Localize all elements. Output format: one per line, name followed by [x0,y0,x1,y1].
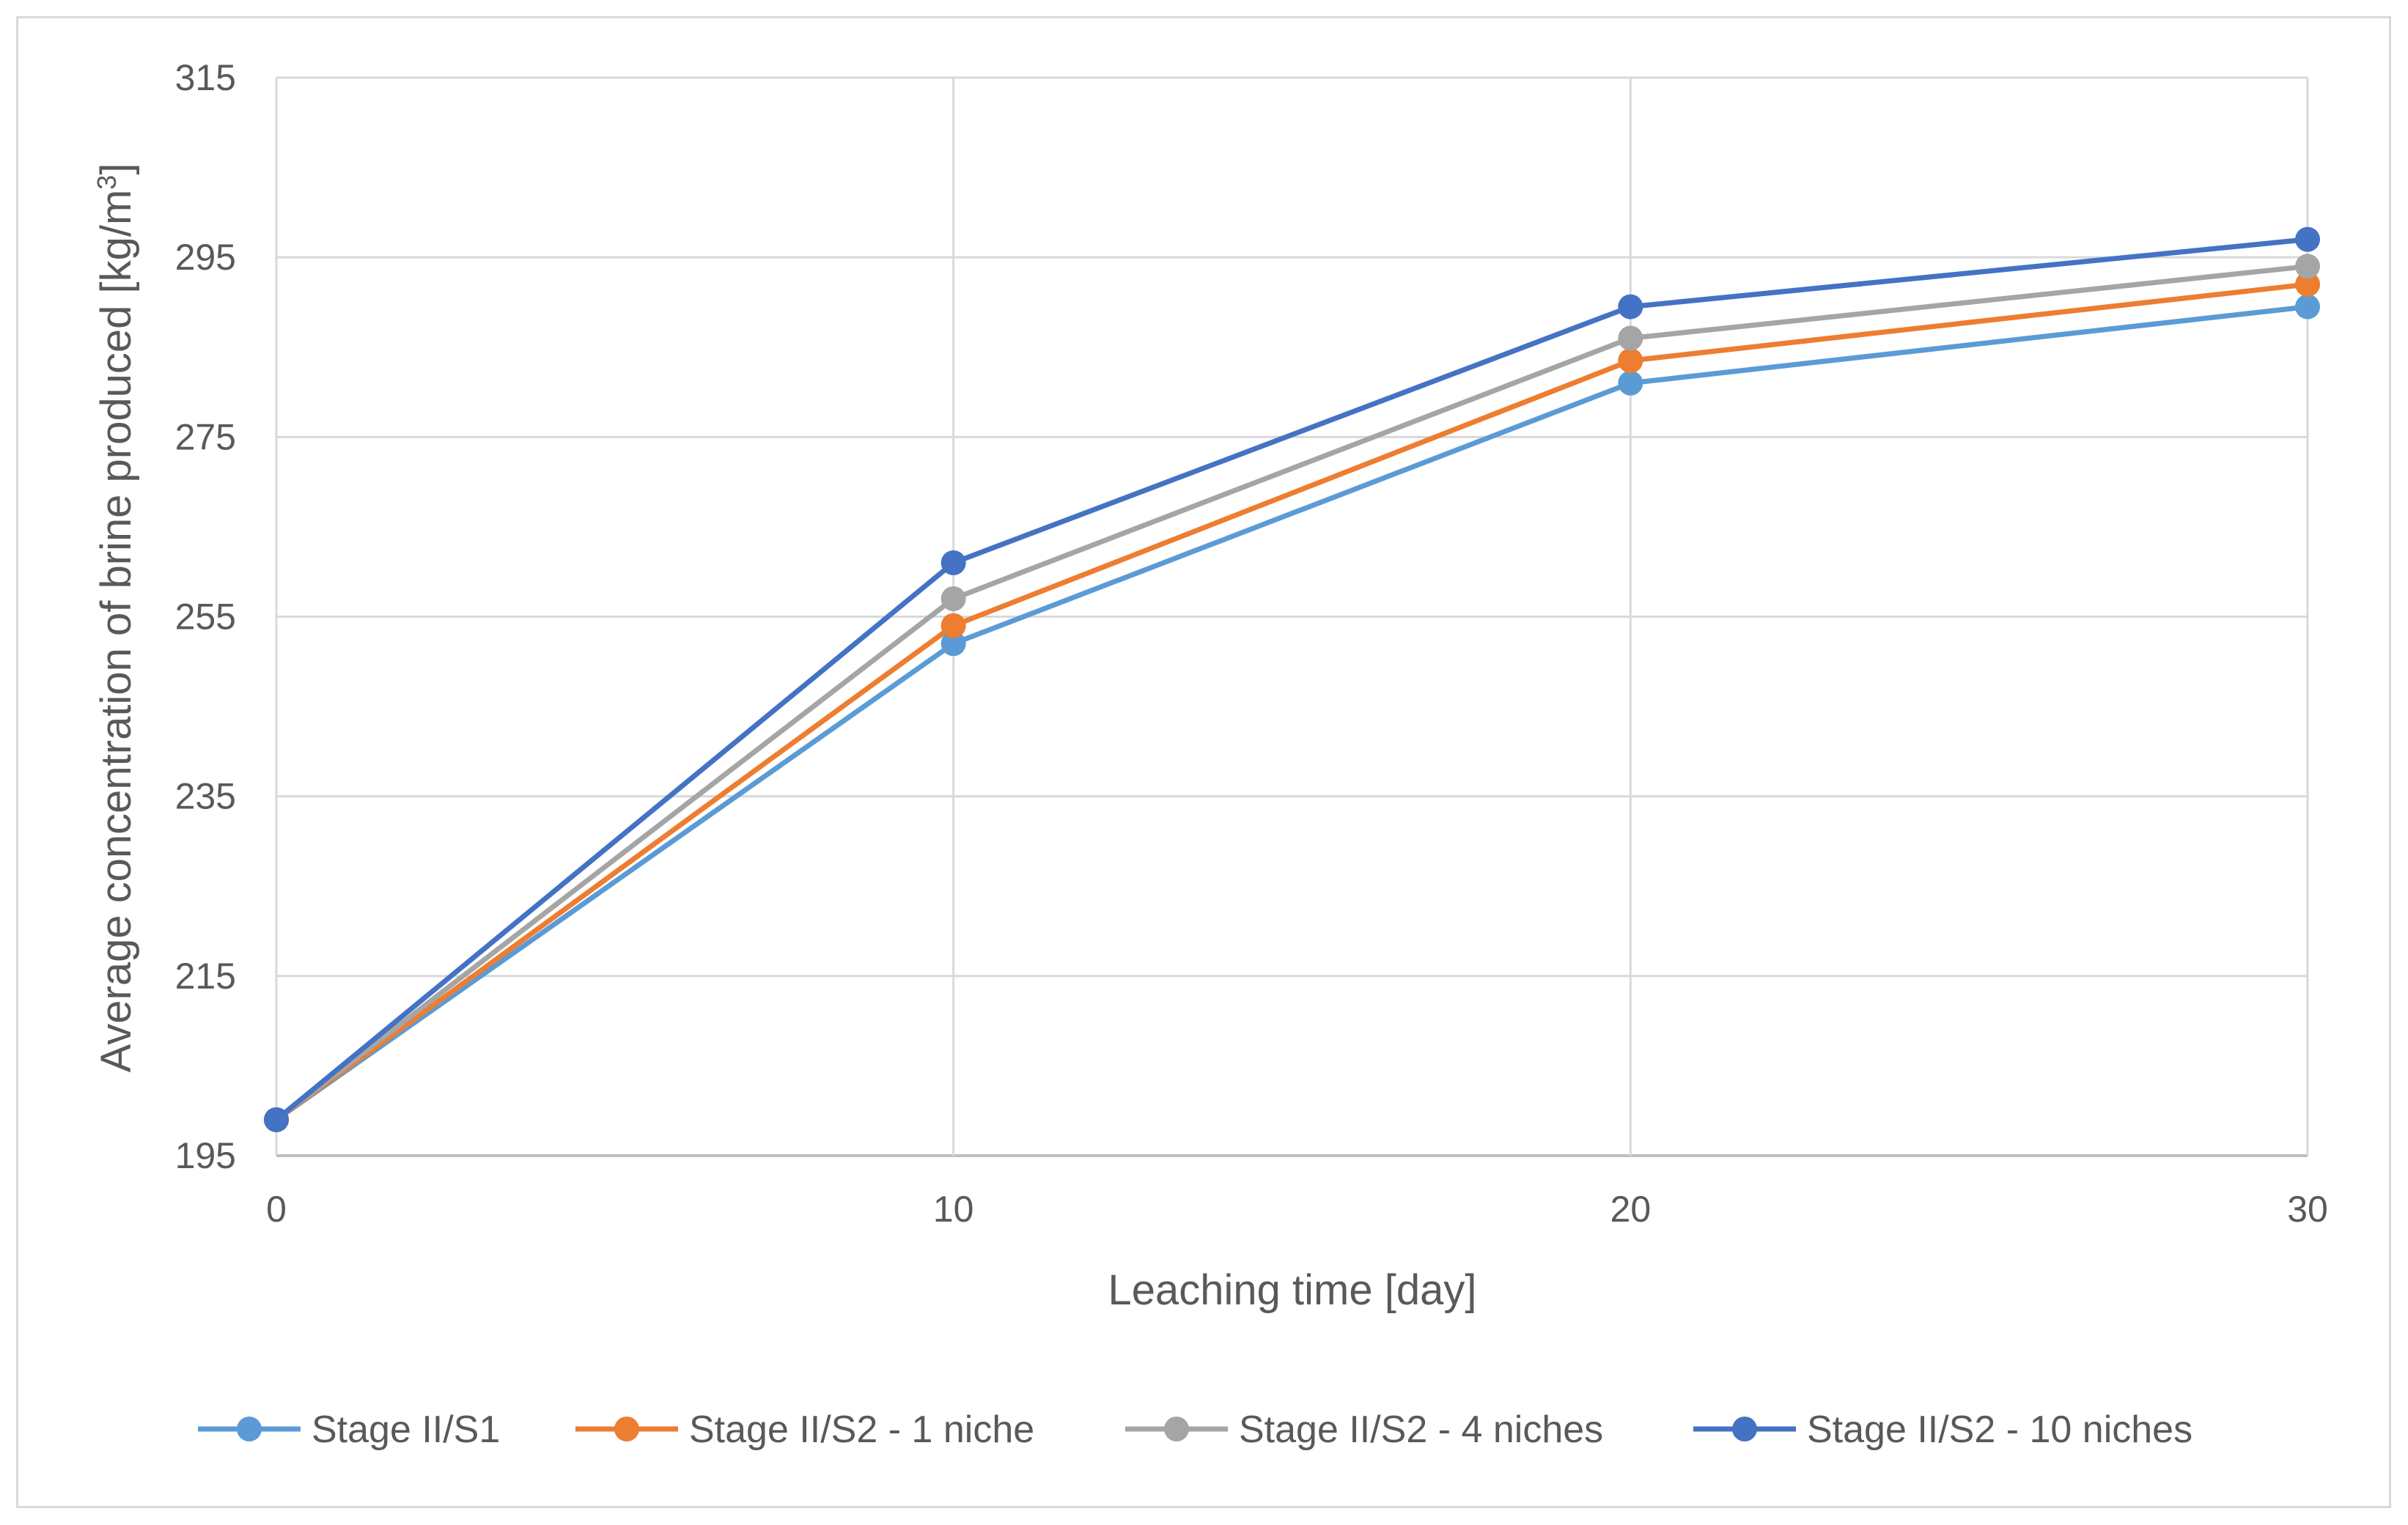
y-tick-label: 195 [175,1135,236,1176]
y-axis-title-main: Average concentration of brine produced … [92,190,140,1073]
data-point-series-3 [1618,325,1643,351]
y-tick-label: 255 [175,597,236,638]
legend-label: Stage II/S2 - 1 niche [689,1408,1034,1451]
y-axis-ticks: 195 215 235 255 275 295 315 [175,57,236,1176]
data-point-series-2 [2295,271,2320,297]
y-axis-title: Average concentration of brine produced … [92,163,141,1073]
y-tick-label: 315 [175,57,236,98]
y-tick-label: 215 [175,956,236,997]
data-point-series-4 [264,1107,289,1132]
y-tick-label: 235 [175,776,236,817]
data-point-series-1 [1618,370,1643,396]
x-axis-ticks: 0 10 20 30 [266,1189,2328,1230]
y-tick-label: 275 [175,416,236,457]
data-point-series-4 [1618,294,1643,320]
legend-item-2: Stage II/S2 - 1 niche [575,1408,1034,1451]
x-tick-label: 0 [266,1189,287,1230]
x-tick-label: 20 [1610,1189,1652,1230]
y-axis-title-end: ] [92,163,140,175]
legend-item-4: Stage II/S2 - 10 niches [1693,1408,2192,1451]
data-point-series-2 [940,613,966,638]
data-point-series-4 [940,550,966,575]
legend: Stage II/S1 Stage II/S2 - 1 niche Stage II… [198,1408,2192,1451]
y-axis-title-superscript: 3 [92,175,122,190]
data-point-series-3 [940,586,966,611]
data-point-series-1 [2295,294,2320,320]
series-line-4 [273,237,2311,1123]
data-point-series-2 [1618,348,1643,374]
chart-frame [16,16,2391,1508]
data-point-series-3 [2295,254,2320,279]
grid-lines [275,76,2309,1157]
series-line-2 [273,281,2311,1123]
legend-label: Stage II/S1 [312,1408,500,1451]
y-tick-label: 295 [175,237,236,278]
legend-label: Stage II/S2 - 4 niches [1239,1408,1603,1451]
x-tick-label: 30 [2287,1189,2328,1230]
legend-label: Stage II/S2 - 10 niches [1807,1408,2192,1451]
legend-swatch-marker [1164,1417,1189,1441]
data-point-series-4 [2295,226,2320,252]
legend-item-3: Stage II/S2 - 4 niches [1125,1408,1603,1451]
series-line-3 [273,263,2311,1123]
x-axis-title: Leaching time [day] [1108,1266,1477,1314]
legend-swatch-marker [614,1417,639,1441]
series-group [264,226,2320,1132]
data-point-series-1 [940,631,966,657]
legend-item-1: Stage II/S1 [198,1408,500,1451]
legend-swatch-marker [237,1417,262,1441]
series-line-1 [273,304,2311,1123]
legend-swatch-marker [1732,1417,1757,1441]
x-tick-label: 10 [933,1189,974,1230]
